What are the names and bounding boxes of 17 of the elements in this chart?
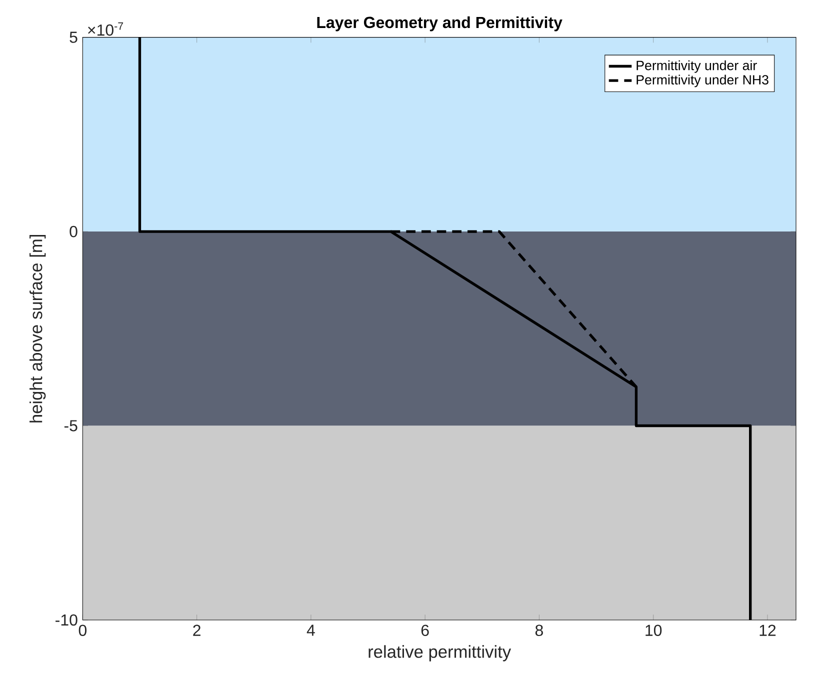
y-tick-label: 0	[70, 226, 78, 238]
x-tick-label: 2	[193, 624, 200, 636]
x-tick-label: 6	[421, 624, 429, 636]
x-tick-label: 12	[760, 624, 776, 636]
chart-title: Layer Geometry and Permittivity	[317, 16, 562, 32]
legend-label: Permittivity under NH3	[636, 74, 768, 88]
y-tick-label: -10	[56, 614, 78, 626]
x-tick-label: 0	[78, 624, 87, 636]
y-tick-label: -5	[64, 420, 78, 432]
y-axis-title: height above surface [m]	[30, 235, 46, 422]
x-tick-label: 4	[306, 624, 315, 636]
x-tick-label: 8	[535, 624, 543, 636]
x-tick-label: 10	[646, 624, 662, 636]
legend-label: Permittivity under air	[636, 60, 757, 73]
text: ×10$^{-7}$	[88, 22, 124, 36]
x-axis-title: relative permittivity	[368, 645, 512, 662]
y-tick-label: 5	[70, 32, 78, 43]
